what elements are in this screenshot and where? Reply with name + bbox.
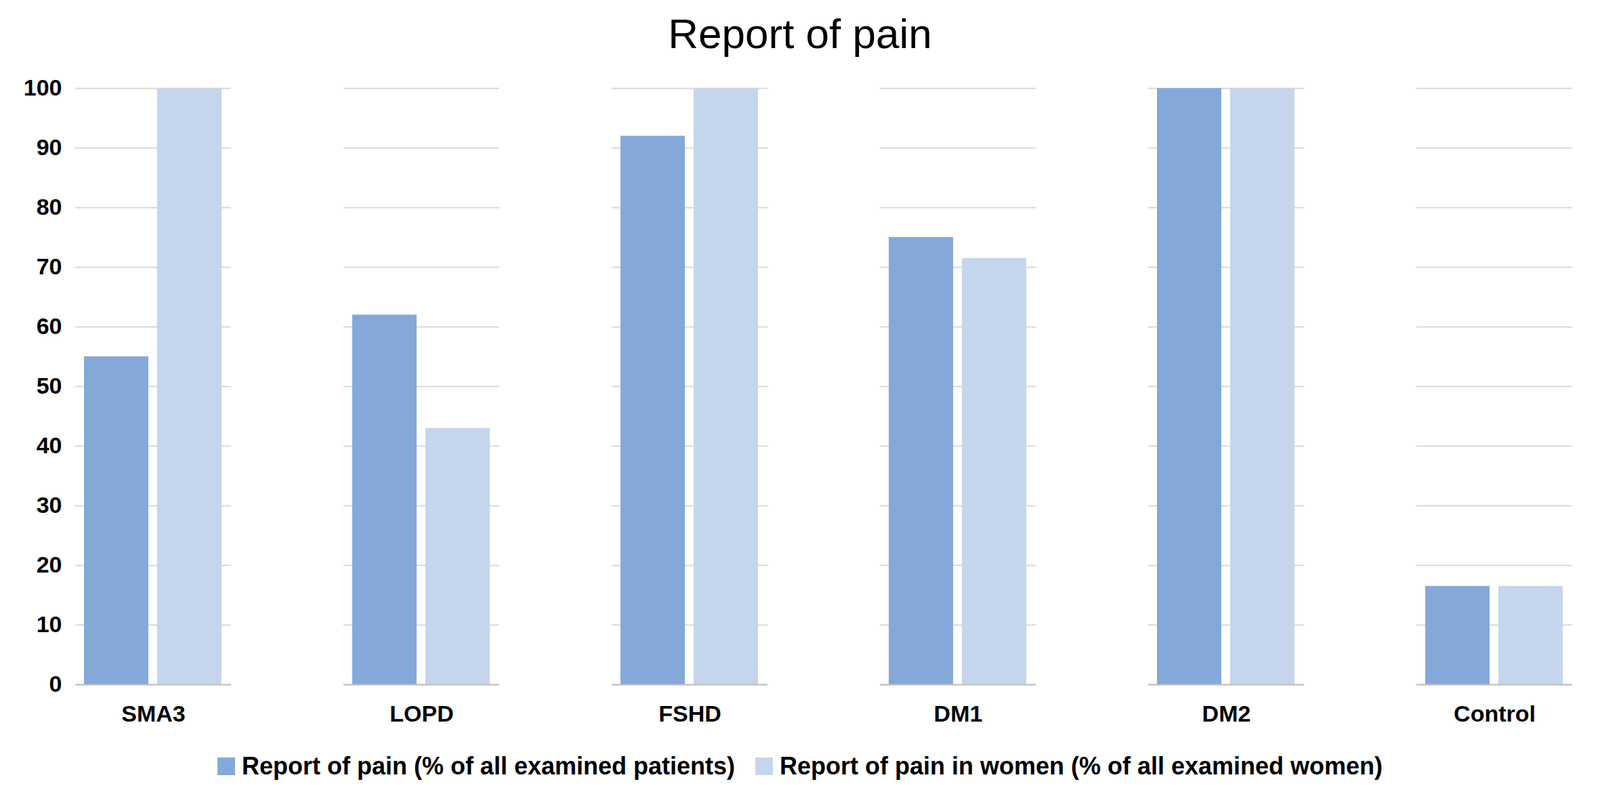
html-text:Report of pain (% of all exami: Report of pain (% of all examined patien…: [241, 751, 735, 780]
svg-text:Control: Control: [1453, 700, 1536, 727]
svg-text:SMA3: SMA3: [121, 700, 185, 727]
svg-text:DM2: DM2: [1202, 700, 1252, 727]
html-text:Report of pain in women (% of: Report of pain in women (% of all examin…: [779, 751, 1383, 780]
svg-text:70: 70: [36, 253, 63, 280]
svg-text:0: 0: [49, 670, 63, 697]
svg-text:90: 90: [36, 134, 63, 160]
svg-text:DM1: DM1: [934, 700, 983, 727]
svg-text:60: 60: [36, 312, 63, 339]
svg-text:LOPD: LOPD: [389, 700, 454, 727]
svg-text:FSHD: FSHD: [658, 700, 722, 727]
svg-text:40: 40: [36, 432, 63, 458]
svg-text:100: 100: [23, 74, 63, 101]
svg-text:80: 80: [36, 193, 63, 220]
html-text:Report of pain: Report of pain: [668, 10, 932, 57]
svg-text:50: 50: [36, 372, 63, 399]
svg-text:10: 10: [36, 611, 63, 637]
svg-text:20: 20: [36, 551, 63, 578]
svg-text:30: 30: [36, 491, 63, 518]
